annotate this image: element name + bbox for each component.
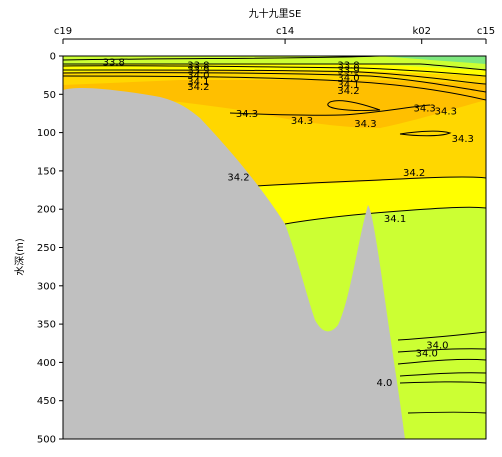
contour-label: 34.0 [416,349,438,360]
y-tick-label: 350 [37,320,56,331]
contour-label: 33.8 [187,61,209,72]
y-axis-label: 水深(m) [14,238,26,276]
contour-line [63,65,486,77]
plot-area: 33.8 33.833.934.034.134.233.833.934.034.1… [63,56,486,439]
contour-line [399,130,452,137]
station-label: c14 [276,26,294,37]
contour-label: 34.0 [426,340,448,351]
contour-label: 34.1 [337,80,359,91]
contour-label: 34.3 [291,116,313,127]
y-tick-label: 300 [37,281,56,292]
contour-label: 34.2 [337,86,359,97]
contour-label: 34.3 [236,109,258,120]
y-tick-label: 0 [50,52,56,63]
contour-label: 4.0 [377,378,393,389]
contour-line [399,381,486,384]
contour-label: 33.8 [337,61,359,72]
contour-line [399,372,486,377]
contour-label: 34.1 [384,214,406,225]
contour-line [284,206,486,225]
contour-label: 34.3 [354,119,376,130]
contour-label: 34.3 [435,107,457,118]
band-surface-fresh [380,56,486,64]
contour-line [397,358,486,365]
contour-label: 34.0 [337,73,359,84]
band-34-0-near-surface [63,56,486,70]
contour-line [63,72,486,93]
contour-line [397,331,486,341]
contour-label: 34.2 [187,82,209,93]
y-tick-label: 450 [37,396,56,407]
contour-line [63,75,486,101]
y-tick-label: 50 [43,90,56,101]
contour-label: 34.0 [187,71,209,82]
contour-line [327,100,381,111]
contour-labels: 33.8 33.833.934.034.134.233.833.934.034.1… [103,58,474,389]
contour-line [397,348,486,353]
station-label: c15 [477,26,495,37]
contour-line [63,56,381,61]
contour-line [407,411,486,414]
y-axis: 0 50 100 150 200 250 300 350 400 450 500 [37,52,63,446]
contour-label: 33.9 [337,65,359,76]
contour-label: 34.2 [403,168,425,179]
station-label: k02 [412,26,431,37]
contour-line [239,176,486,188]
y-tick-label: 100 [37,128,56,139]
contour-label: 34.2 [227,173,249,184]
contour-line [229,104,431,116]
contour-label: 34.3 [452,134,474,145]
contour-label: 33.8 [103,58,125,69]
station-label: c19 [54,26,72,37]
seafloor [63,87,405,439]
y-tick-label: 250 [37,243,56,254]
y-tick-label: 500 [37,435,56,446]
contour-label: 34.3 [414,104,436,115]
chart-title: 九十九里SE [249,7,302,20]
y-tick-label: 150 [37,166,56,177]
contour-line [63,69,486,85]
contour-label: 33.9 [187,65,209,76]
y-tick-label: 400 [37,358,56,369]
contour-label: 34.1 [187,77,209,88]
y-tick-label: 200 [37,205,56,216]
station-ticks: c19 c14 k02 c15 [54,26,495,44]
